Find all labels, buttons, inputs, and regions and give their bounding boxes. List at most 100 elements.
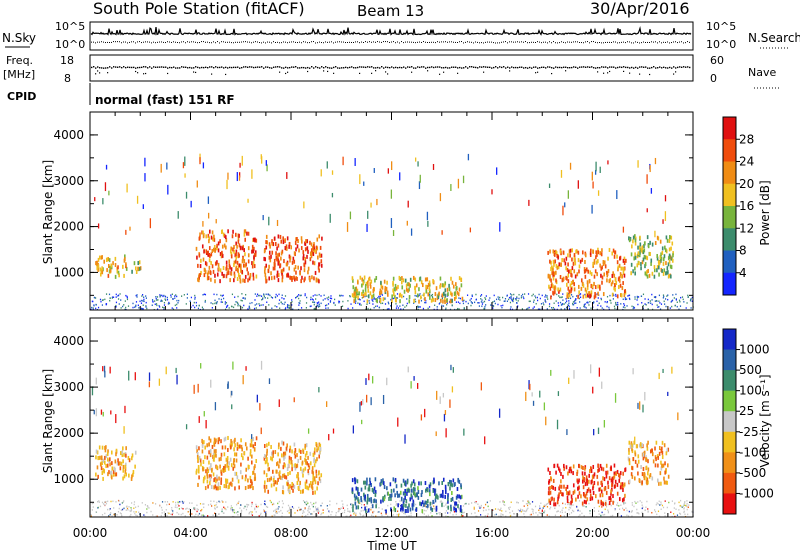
echo-cell (231, 482, 233, 487)
noise-cell (568, 302, 570, 304)
echo-cell (304, 276, 306, 281)
power-ylabel: Slant Range [km] (41, 160, 55, 264)
nsearch-point (367, 41, 368, 43)
noise-cell (341, 500, 343, 502)
echo-cell (276, 270, 279, 275)
echo-cell (620, 482, 622, 487)
nsearch-point (97, 41, 98, 43)
echo-cell (583, 477, 586, 482)
echo-cell (125, 446, 127, 451)
echo-cell (320, 263, 323, 268)
nsearch-point (141, 42, 142, 44)
echo-cell (637, 402, 639, 409)
echo-cell (638, 253, 641, 258)
nave-point (225, 73, 227, 76)
echo-cell (217, 248, 220, 253)
noise-cell (278, 293, 280, 296)
noise-cell (653, 509, 656, 511)
echo-cell (601, 265, 603, 270)
echo-cell (408, 282, 410, 287)
nsearch-point (565, 42, 566, 44)
echo-cell (304, 445, 306, 450)
noise-cell (255, 505, 258, 508)
noise-cell (213, 500, 215, 503)
freq-point (241, 66, 243, 69)
echo-cell (658, 272, 660, 277)
echo-cell (264, 453, 266, 458)
echo-cell (590, 479, 593, 484)
noise-cell (564, 503, 567, 505)
echo-cell (265, 473, 268, 478)
noise-cell (470, 297, 472, 300)
noise-cell (256, 506, 258, 509)
freq-point (505, 67, 507, 69)
echo-cell (419, 174, 421, 183)
noise-cell (266, 506, 269, 508)
freq-point (411, 66, 413, 68)
echo-cell (431, 507, 434, 512)
noise-cell (545, 504, 547, 507)
freq-point (395, 66, 397, 69)
echo-cell (203, 273, 206, 278)
echo-cell (451, 386, 454, 393)
noise-cell (562, 502, 564, 505)
nsearch-point (645, 41, 646, 43)
echo-cell (176, 374, 178, 385)
noise-cell (263, 293, 265, 295)
echo-cell (417, 495, 420, 500)
noise-cell (285, 307, 287, 309)
echo-cell (215, 219, 217, 224)
noise-cell (524, 293, 526, 295)
freq-point (593, 67, 595, 69)
echo-cell (209, 466, 211, 471)
echo-cell (382, 297, 385, 302)
noise-cell (373, 510, 375, 513)
echo-cell (239, 470, 242, 475)
freq-point (573, 66, 575, 68)
echo-cell (295, 237, 297, 242)
echo-cell (250, 484, 253, 489)
echo-cell (558, 486, 560, 491)
echo-cell (297, 477, 300, 482)
echo-cell (432, 163, 435, 170)
nsearch-point (675, 41, 676, 43)
noise-cell (610, 299, 612, 302)
echo-cell (367, 508, 370, 513)
echo-cell (549, 470, 551, 475)
echo-cell (290, 459, 293, 464)
echo-cell (616, 491, 619, 496)
echo-cell (622, 270, 625, 275)
noise-cell (657, 503, 659, 505)
echo-cell (562, 250, 565, 255)
noise-cell (152, 301, 154, 303)
echo-cell (206, 472, 208, 477)
noise-cell (238, 500, 240, 503)
echo-cell (289, 484, 291, 489)
echo-cell (610, 489, 612, 494)
echo-cell (195, 470, 198, 475)
freq-point (315, 66, 317, 68)
noise-cell (299, 294, 301, 297)
echo-cell (312, 490, 314, 495)
noise-cell (532, 509, 534, 511)
echo-cell (137, 261, 140, 266)
noise-cell (130, 507, 132, 509)
noise-cell (486, 501, 489, 504)
echo-cell (351, 490, 354, 495)
noise-cell (378, 301, 381, 303)
echo-cell (677, 412, 679, 421)
noise-cell (465, 300, 467, 303)
freq-point (211, 66, 213, 68)
noise-cell (509, 301, 512, 304)
noise-cell (644, 509, 646, 512)
echo-cell (259, 403, 261, 411)
echo-cell (646, 446, 649, 451)
echo-cell (595, 260, 598, 265)
colorbar-tick-label: 12 (739, 221, 754, 235)
noise-cell (583, 305, 585, 308)
noise-cell (157, 299, 159, 301)
noise-cell (338, 301, 340, 304)
echo-cell (553, 502, 555, 507)
nsearch-point (129, 41, 130, 43)
echo-cell (585, 267, 588, 272)
